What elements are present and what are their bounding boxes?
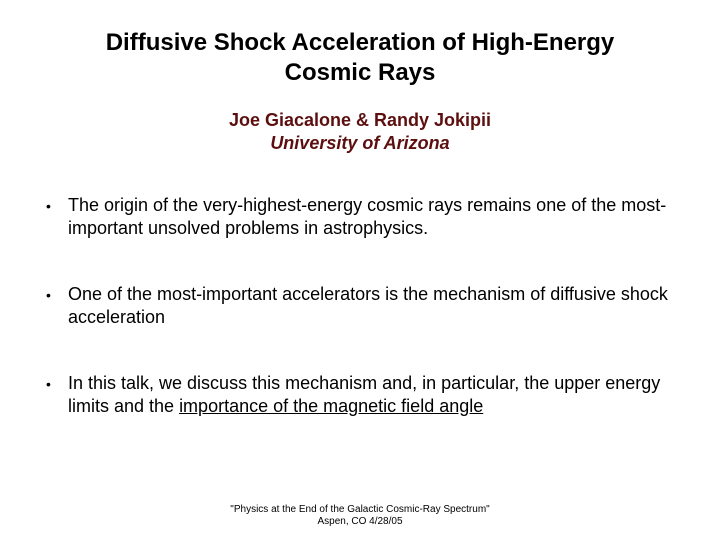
bullet-marker: •: [46, 283, 68, 330]
affiliation: University of Arizona: [40, 133, 680, 154]
authors-block: Joe Giacalone & Randy Jokipii University…: [40, 110, 680, 154]
bullet3-underlined: importance of the magnetic field angle: [179, 396, 483, 416]
slide-title: Diffusive Shock Acceleration of High-Ene…: [60, 28, 660, 88]
list-item: • The origin of the very-highest-energy …: [46, 194, 680, 241]
authors: Joe Giacalone & Randy Jokipii: [40, 110, 680, 131]
bullet-list: • The origin of the very-highest-energy …: [40, 194, 680, 418]
bullet-marker: •: [46, 194, 68, 241]
title-line-1: Diffusive Shock Acceleration of High-Ene…: [106, 29, 615, 56]
bullet-marker: •: [46, 372, 68, 419]
bullet-text: In this talk, we discuss this mechanism …: [68, 372, 680, 419]
footer-line-1: "Physics at the End of the Galactic Cosm…: [0, 504, 720, 516]
list-item: • One of the most-important accelerators…: [46, 283, 680, 330]
list-item: • In this talk, we discuss this mechanis…: [46, 372, 680, 419]
bullet-text: One of the most-important accelerators i…: [68, 283, 680, 330]
footer-line-2: Aspen, CO 4/28/05: [0, 516, 720, 528]
slide-footer: "Physics at the End of the Galactic Cosm…: [0, 504, 720, 528]
bullet-text: The origin of the very-highest-energy co…: [68, 194, 680, 241]
title-line-2: Cosmic Rays: [285, 59, 436, 86]
